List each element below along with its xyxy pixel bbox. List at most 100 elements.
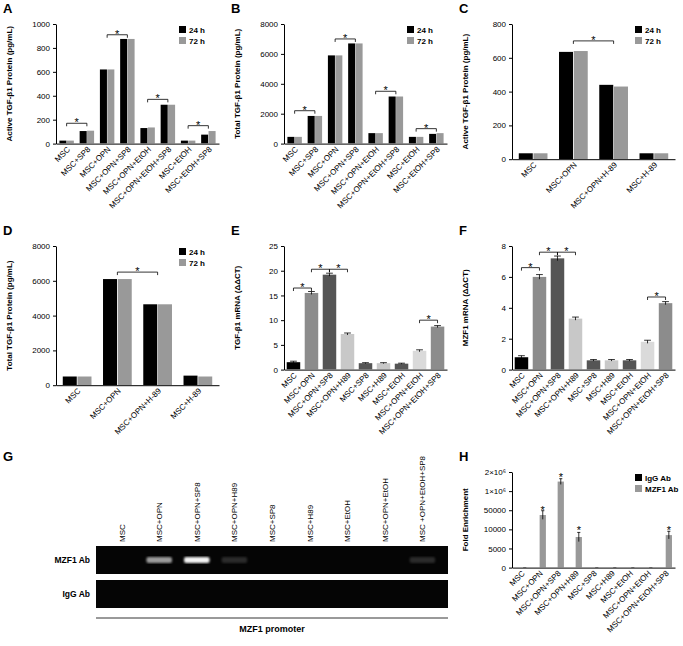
x-axis-line: [285, 144, 448, 145]
x-tick: MSC+EtOH+SP8: [164, 144, 214, 195]
significance-bracket: [557, 252, 575, 255]
y-tick-mark: [281, 295, 284, 296]
panel: F02468MSCMSC+OPNMSC+OPN+SP8MSC+OPN+H89MS…: [459, 223, 676, 437]
lane-label: MSC+OPN+SP8: [193, 482, 202, 542]
y-tick-mark: [53, 72, 56, 73]
significance-label: *: [559, 471, 564, 483]
x-tick: MSC: [520, 159, 539, 179]
y-tick: 200: [493, 121, 512, 130]
y-tick-mark: [509, 472, 512, 473]
bar: [128, 39, 135, 144]
bar: [359, 363, 373, 369]
legend: 24 h72 h: [635, 26, 661, 46]
y-tick-mark: [509, 277, 512, 278]
legend-swatch: [635, 37, 642, 44]
lane-label: MSC+OPN: [155, 502, 164, 542]
bar: [533, 567, 539, 568]
y-tick: 400: [493, 88, 512, 97]
bar: [308, 116, 315, 144]
y-tick-mark: [53, 350, 56, 351]
significance-bracket: [376, 91, 396, 94]
x-axis-line: [57, 144, 220, 145]
y-tick: 600: [493, 54, 512, 63]
x-axis-line: [513, 370, 676, 371]
lane-label: MSC+OPN+EtOH: [381, 478, 390, 542]
y-tick: 2: [502, 335, 512, 344]
legend-swatch: [179, 37, 186, 44]
gel-strip: [96, 546, 448, 574]
gel-band: [146, 557, 172, 563]
y-axis-line: [56, 25, 57, 145]
legend-swatch: [179, 259, 186, 266]
y-tick-mark: [509, 308, 512, 309]
significance-bracket: [335, 39, 355, 42]
bar: [118, 279, 132, 385]
bar: [605, 360, 619, 369]
y-tick: 6000: [32, 277, 56, 286]
significance-bracket: [117, 272, 157, 275]
plot-area: [287, 273, 445, 369]
x-tick: MSC+OPN+EtOH+SP8: [377, 370, 443, 437]
bar: [201, 135, 208, 144]
y-tick-mark: [281, 84, 284, 85]
y-tick-label: 6000: [260, 50, 278, 59]
significance-label: *: [564, 245, 569, 257]
y-tick-label: 0: [46, 140, 51, 149]
y-axis: 0510152025: [269, 242, 284, 375]
y-tick-label: 15: [269, 292, 278, 301]
y-tick: 4000: [260, 80, 284, 89]
y-axis-title: MZF1 mRNA (ΔΔCT): [461, 269, 470, 346]
lane-label: MSC: [118, 524, 127, 542]
error-bar: [613, 567, 616, 568]
significance-label: *: [591, 34, 596, 46]
y-tick-mark: [53, 144, 56, 145]
y-tick-label: 10: [269, 316, 278, 325]
bar: [87, 131, 94, 144]
bar: [168, 105, 175, 144]
bar: [558, 482, 564, 568]
panel-letter: F: [459, 223, 467, 238]
y-tick: 1×10⁶: [485, 487, 512, 496]
y-tick: 0: [502, 155, 512, 164]
y-tick: 6: [502, 273, 512, 282]
y-tick-label: 8: [502, 242, 507, 251]
y-tick-mark: [281, 246, 284, 247]
y-tick-label: 2000: [260, 110, 278, 119]
x-axis: MSCMSC+OPNMSC+OPN+SP8MSC+OPN+H89MSC+SP8M…: [508, 370, 676, 437]
panel-letter: E: [231, 223, 240, 238]
y-tick: 50000: [484, 506, 512, 515]
y-tick-label: 5: [274, 341, 279, 350]
x-tick-label: MSC+OPN: [88, 386, 123, 421]
bar: [587, 567, 593, 568]
bar: [641, 567, 647, 568]
y-tick-mark: [281, 144, 284, 145]
bar: [389, 97, 396, 144]
y-axis-title: TGF-β1 mRNA (ΔΔCT): [233, 265, 242, 349]
y-tick-mark: [509, 568, 512, 569]
significance-label: *: [426, 313, 431, 325]
y-tick: 800: [493, 20, 512, 29]
bar: [429, 134, 436, 144]
x-tick: MSC+OPN: [544, 159, 579, 195]
y-tick-label: 2×10⁶: [485, 468, 506, 477]
x-tick: MSC+EtOH+SP8: [392, 144, 442, 195]
y-tick-mark: [509, 24, 512, 25]
x-tick-label: MSC+OPN+EtOH+SP8: [605, 370, 671, 436]
y-tick: 20: [269, 267, 284, 276]
bar: [515, 567, 521, 568]
y-tick-mark: [509, 92, 512, 93]
bar: [295, 137, 302, 144]
bar: [630, 567, 636, 568]
plot-area: [287, 43, 443, 143]
legend-label: 24 h: [189, 248, 205, 257]
legend-item: 72 h: [179, 37, 205, 46]
bar: [100, 69, 107, 143]
y-tick-mark: [509, 491, 512, 492]
plot-area: [519, 51, 668, 159]
x-axis: MSCMSC+OPNMSC+OPN+SP8MSC+OPN+H89MSC+SP8M…: [280, 370, 448, 437]
bar: [559, 52, 573, 159]
error-bar: [649, 567, 652, 568]
x-tick-label: MSC: [520, 160, 539, 179]
significance-label: *: [196, 119, 201, 131]
y-axis: 0 200 400 600 800: [493, 20, 513, 164]
